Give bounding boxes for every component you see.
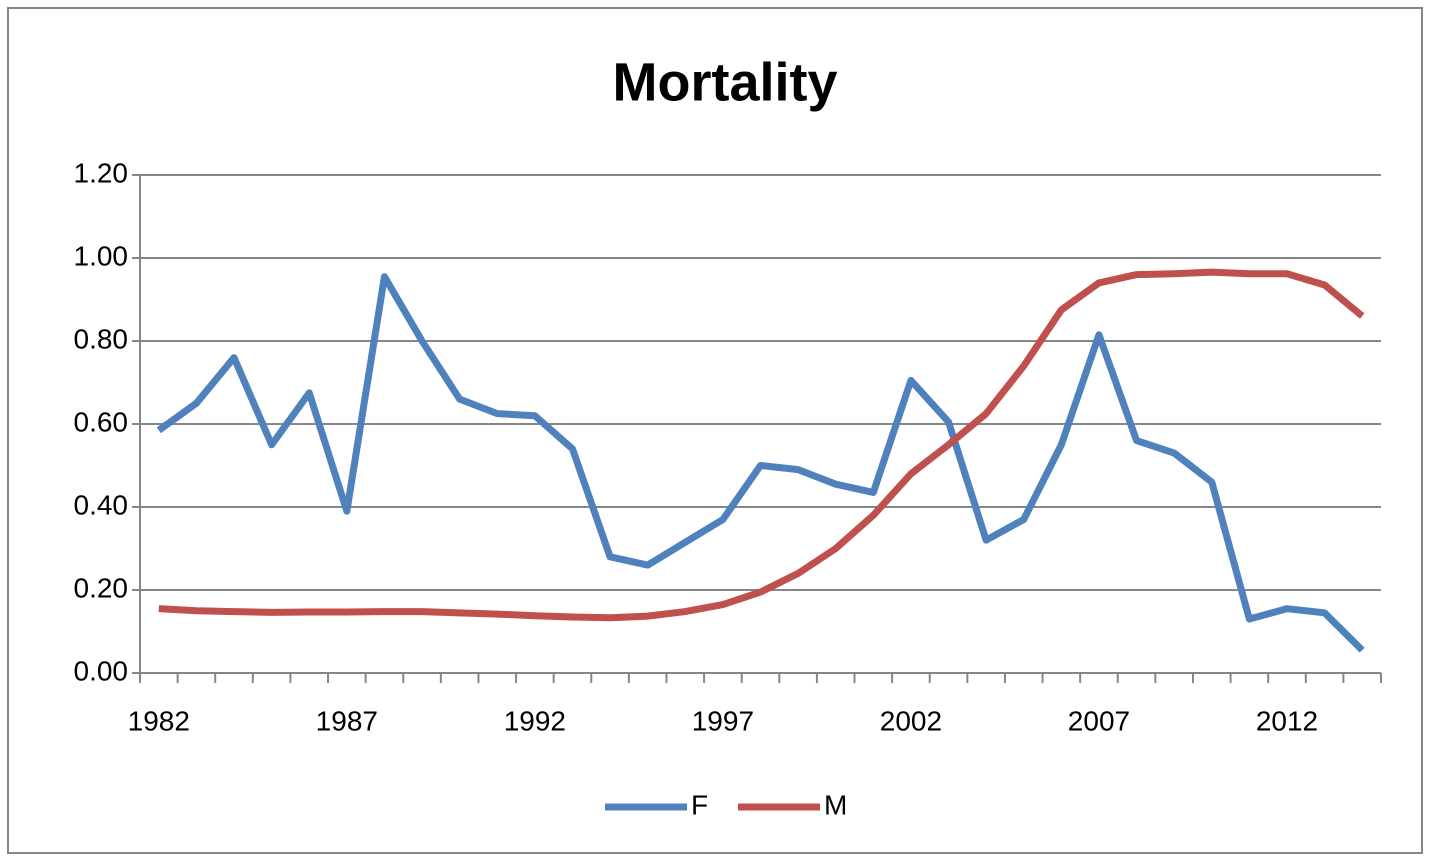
x-tick-label: 2002 xyxy=(880,705,942,736)
x-tick-label: 2007 xyxy=(1068,705,1130,736)
y-tick-label: 0.20 xyxy=(74,572,129,603)
series-line xyxy=(156,273,1365,653)
series-line xyxy=(158,268,1365,622)
x-tick-label: 1997 xyxy=(692,705,754,736)
legend-label: F xyxy=(691,789,708,820)
y-tick-label: 1.20 xyxy=(74,157,129,188)
y-tick-label: 0.00 xyxy=(74,655,129,686)
x-tick-label: 1982 xyxy=(128,705,190,736)
x-tick-label: 1992 xyxy=(504,705,566,736)
chart-frame xyxy=(7,7,1423,854)
x-tick-label: 2012 xyxy=(1256,705,1318,736)
y-tick-label: 0.80 xyxy=(74,323,129,354)
chart-title: Mortality xyxy=(612,52,837,112)
y-tick-label: 1.00 xyxy=(74,240,129,271)
y-tick-label: 0.40 xyxy=(74,489,129,520)
legend-label: M xyxy=(824,789,847,820)
y-tick-label: 0.60 xyxy=(74,406,129,437)
x-tick-label: 1987 xyxy=(316,705,378,736)
